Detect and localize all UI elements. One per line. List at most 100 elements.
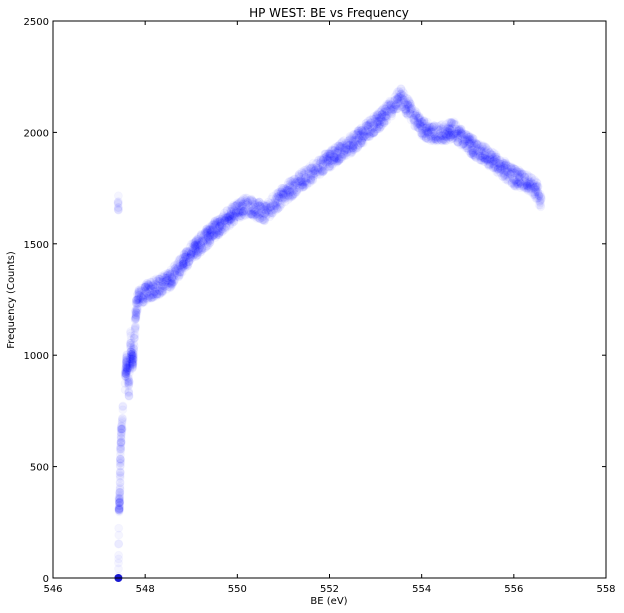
data-point	[178, 259, 187, 268]
data-point	[204, 240, 213, 249]
data-point	[524, 176, 533, 185]
data-point	[210, 221, 219, 229]
data-point	[134, 299, 143, 308]
data-point	[444, 130, 453, 139]
data-point	[478, 142, 487, 151]
data-point	[206, 229, 214, 238]
data-point	[477, 147, 486, 156]
data-point	[232, 212, 241, 221]
data-point	[178, 261, 187, 269]
data-point	[515, 178, 524, 186]
data-point	[116, 468, 125, 477]
data-point	[127, 350, 136, 359]
data-point	[226, 215, 235, 224]
data-point	[527, 173, 535, 182]
data-point	[196, 245, 205, 254]
data-point	[397, 92, 406, 100]
data-point	[512, 170, 521, 179]
data-point	[431, 135, 440, 144]
data-point	[158, 288, 167, 297]
data-point	[526, 183, 535, 191]
data-point	[129, 355, 138, 364]
data-point	[309, 166, 318, 175]
data-point	[203, 229, 212, 237]
data-point	[509, 164, 518, 172]
data-point	[254, 210, 263, 219]
data-point	[515, 172, 523, 181]
data-point	[478, 153, 487, 162]
data-point	[157, 287, 166, 296]
data-point	[296, 177, 305, 186]
data-point	[479, 141, 488, 150]
data-point	[147, 294, 156, 303]
data-point	[194, 248, 202, 257]
data-point	[421, 126, 430, 135]
data-point	[530, 191, 539, 200]
data-point	[515, 176, 524, 185]
data-point	[205, 236, 214, 245]
data-point	[118, 417, 127, 426]
data-point	[196, 248, 205, 257]
data-point	[357, 136, 366, 145]
data-point	[369, 129, 378, 138]
data-point	[374, 117, 383, 126]
data-point	[212, 219, 221, 228]
data-point	[190, 241, 199, 250]
data-point	[261, 213, 270, 222]
data-point	[129, 344, 138, 353]
data-point	[484, 156, 493, 165]
data-point	[348, 142, 357, 150]
data-point	[123, 377, 132, 386]
data-point	[274, 192, 282, 201]
data-point	[126, 354, 134, 363]
data-point	[335, 155, 343, 164]
data-point	[375, 121, 383, 130]
data-point	[505, 176, 514, 185]
data-point	[485, 161, 494, 170]
data-point	[523, 179, 532, 188]
data-point	[165, 270, 174, 279]
data-point	[247, 210, 256, 219]
data-point	[290, 184, 299, 193]
data-point	[125, 359, 134, 368]
data-point	[500, 166, 509, 175]
data-point	[158, 278, 167, 287]
data-point	[116, 484, 124, 493]
data-point	[499, 161, 508, 170]
data-point	[158, 277, 166, 286]
data-point	[341, 143, 350, 152]
data-point	[182, 251, 191, 260]
data-point	[511, 165, 520, 174]
data-point	[273, 204, 282, 213]
data-point	[411, 111, 420, 120]
data-point	[461, 141, 470, 150]
data-point	[128, 359, 137, 368]
data-point	[131, 322, 140, 331]
data-point	[166, 270, 175, 279]
data-point	[438, 131, 447, 140]
data-point	[325, 162, 334, 170]
data-point	[157, 280, 166, 289]
data-point	[187, 248, 196, 257]
data-point	[144, 292, 153, 301]
data-point	[519, 170, 528, 179]
data-point	[374, 114, 383, 123]
data-point	[445, 124, 454, 133]
data-point	[486, 153, 495, 162]
data-point	[224, 216, 233, 225]
data-point	[224, 212, 232, 221]
data-point	[479, 157, 488, 166]
data-point	[446, 133, 455, 142]
data-point	[117, 425, 126, 434]
data-point	[307, 171, 316, 180]
data-point	[438, 127, 446, 136]
data-point	[476, 144, 485, 153]
data-point	[396, 93, 405, 101]
data-point	[122, 357, 131, 366]
data-point	[116, 447, 125, 456]
data-point	[117, 439, 125, 448]
data-point	[394, 93, 403, 102]
data-point	[352, 145, 360, 153]
data-point	[126, 341, 135, 350]
data-point	[425, 126, 434, 135]
